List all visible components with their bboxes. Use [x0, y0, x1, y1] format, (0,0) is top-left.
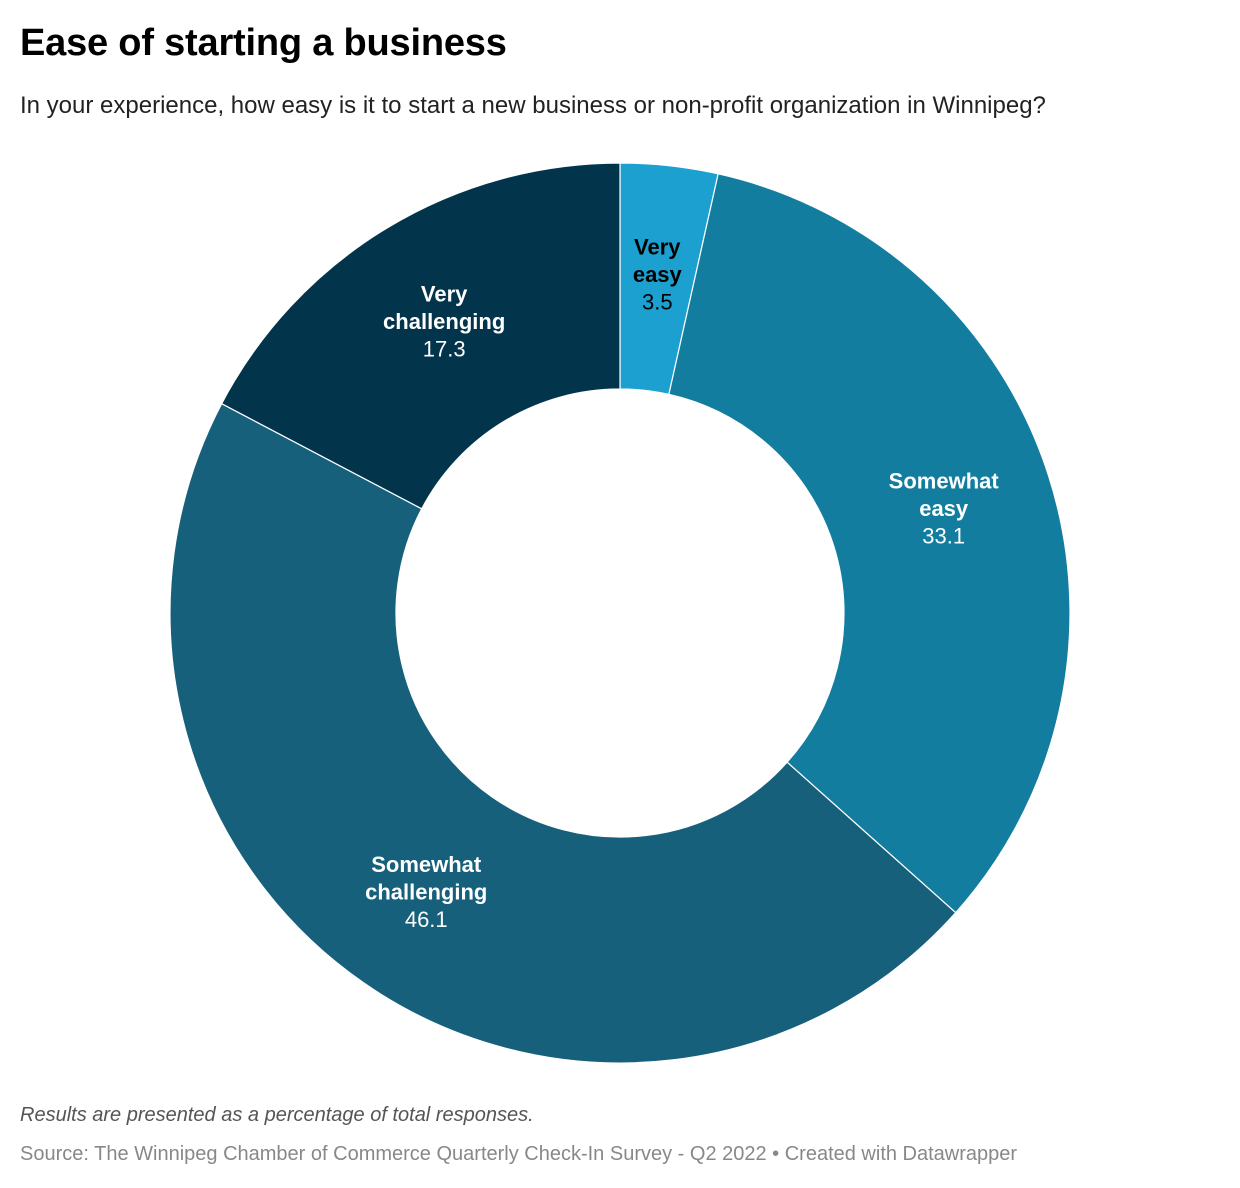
slice-labels: Very easy 3.5 Somewhat easy 33.1 Somewhat chall… [365, 235, 999, 932]
slice-label-somewhat-challenging: Somewhat challenging 46.1 [365, 852, 487, 932]
donut-slices [169, 162, 1071, 1064]
slice-label-very-challenging: Very challenging 17.3 [383, 281, 505, 361]
slice-value-very-challenging: 17.3 [423, 336, 466, 361]
slice-label-somewhat-easy: Somewhat easy 33.1 [889, 468, 1000, 548]
slice-somewhat-easy [668, 173, 1071, 914]
chart-subtitle: In your experience, how easy is it to st… [20, 92, 1046, 119]
slice-value-somewhat-challenging: 46.1 [405, 907, 448, 932]
slice-value-very-easy: 3.5 [642, 290, 673, 315]
donut-chart: Very easy 3.5 Somewhat easy 33.1 Somewhat chall… [169, 162, 1071, 1064]
slice-somewhat-challenging [169, 402, 957, 1064]
slice-value-somewhat-easy: 33.1 [922, 523, 965, 548]
chart-source: Source: The Winnipeg Chamber of Commerce… [20, 1143, 1018, 1165]
slice-label-very-easy: Very easy 3.5 [633, 235, 683, 315]
slice-very-challenging [220, 162, 621, 510]
chart-notes: Results are presented as a percentage of… [20, 1104, 534, 1126]
chart-title: Ease of starting a business [20, 22, 507, 64]
